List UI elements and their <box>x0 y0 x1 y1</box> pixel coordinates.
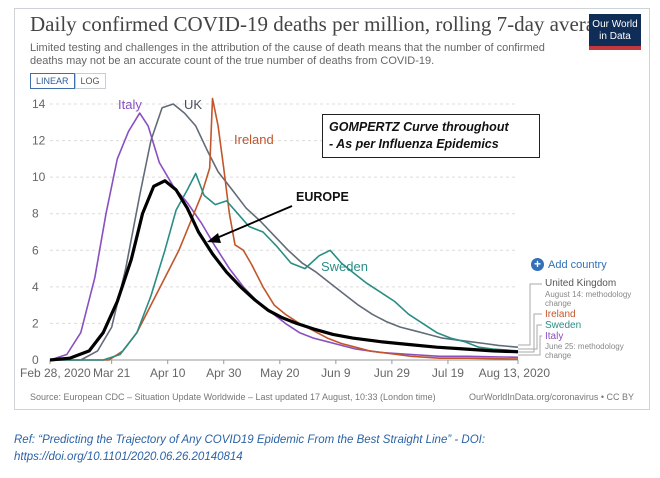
leader-sweden <box>518 324 542 350</box>
y-tick-label: 12 <box>32 134 46 148</box>
owid-logo[interactable]: Our World in Data <box>589 14 641 50</box>
reference-line1: Ref: “Predicting the Trajectory of Any C… <box>14 434 486 446</box>
logo-bar <box>589 46 641 50</box>
chart-subtitle: Limited testing and challenges in the at… <box>30 42 545 67</box>
y-tick-label: 4 <box>32 280 39 294</box>
x-tick-label: Jun 9 <box>321 366 351 380</box>
legend-ireland[interactable]: Ireland <box>545 309 576 320</box>
series-line-europe[interactable] <box>49 179 519 362</box>
x-tick-label: May 20 <box>260 366 300 380</box>
log-scale-button[interactable]: LOG <box>74 73 106 89</box>
plus-icon: + <box>531 258 544 271</box>
y-tick-label: 6 <box>32 243 39 257</box>
series-line-ireland[interactable] <box>50 97 519 361</box>
x-tick-label: Mar 21 <box>93 366 131 380</box>
annotation-line1: GOMPERTZ Curve throughout <box>329 120 509 134</box>
leader-uk <box>518 283 542 346</box>
series-label-sweden: Sweden <box>321 259 368 274</box>
y-tick-label: 10 <box>32 170 46 184</box>
chart-title: Daily confirmed COVID-19 deaths per mill… <box>30 12 615 36</box>
arrow-head <box>207 233 221 243</box>
legend-leader-lines <box>518 283 542 356</box>
series-label-europe: EUROPE <box>296 190 349 204</box>
y-tick-label: 2 <box>32 316 39 330</box>
y-tick-labels: 0 2 4 6 8 10 12 14 <box>32 97 46 367</box>
arrow-shaft <box>211 205 293 241</box>
reference-doi-link[interactable]: https://doi.org/10.1101/2020.06.26.20140… <box>14 451 243 463</box>
series-label-italy: Italy <box>118 97 142 112</box>
y-tick-label: 14 <box>32 97 46 111</box>
scale-toggle: LINEAR LOG <box>30 73 106 89</box>
x-tick-label: Aug 13, 2020 <box>479 366 551 380</box>
x-tick-labels: Feb 28, 2020 Mar 21 Apr 10 Apr 30 May 20 Jun … <box>20 366 550 380</box>
leader-ireland <box>518 313 542 353</box>
gompertz-annotation-box: GOMPERTZ Curve throughout - As per Influ… <box>322 114 540 158</box>
source-link[interactable]: OurWorldInData.org/coronavirus • CC BY <box>468 392 634 402</box>
series-lines <box>49 97 519 362</box>
legend-uk-note: August 14: methodology change <box>545 290 632 308</box>
legend-italy[interactable]: Italy <box>545 331 564 342</box>
series-line-uk[interactable] <box>50 103 519 361</box>
legend-sweden[interactable]: Sweden <box>545 320 582 331</box>
leader-italy <box>518 335 542 356</box>
y-tick-label: 0 <box>32 353 39 367</box>
annotation-line2: - As per Influenza Epidemics <box>329 137 499 151</box>
x-tick-label: Apr 30 <box>206 366 242 380</box>
legend-italy-note: June 25: methodology change <box>545 342 624 360</box>
legend-uk[interactable]: United Kingdom <box>545 278 617 289</box>
chart-svg: 0 2 4 6 8 10 12 14 Feb 28, 2020 Mar 21 Apr 10 Apr … <box>20 97 550 380</box>
y-tick-label: 8 <box>32 207 39 221</box>
x-tick-label: Jul 19 <box>432 366 464 380</box>
add-country-button[interactable]: + Add country <box>531 258 607 271</box>
x-tick-label: Feb 28, 2020 <box>20 366 91 380</box>
source-note: Source: European CDC – Situation Update … <box>30 392 436 402</box>
linear-scale-button[interactable]: LINEAR <box>30 73 75 89</box>
logo-line1: Our World <box>592 19 638 30</box>
logo-line2: in Data <box>599 31 631 42</box>
x-tick-label: Apr 10 <box>150 366 186 380</box>
europe-arrow <box>207 205 293 243</box>
add-country-label: Add country <box>548 258 607 271</box>
series-label-uk: UK <box>184 97 203 112</box>
x-tick-label: Jun 29 <box>374 366 410 380</box>
series-label-ireland: Ireland <box>234 132 274 147</box>
reference-note: Ref: “Predicting the Trajectory of Any C… <box>14 432 485 466</box>
series-line-sweden[interactable] <box>50 172 519 361</box>
